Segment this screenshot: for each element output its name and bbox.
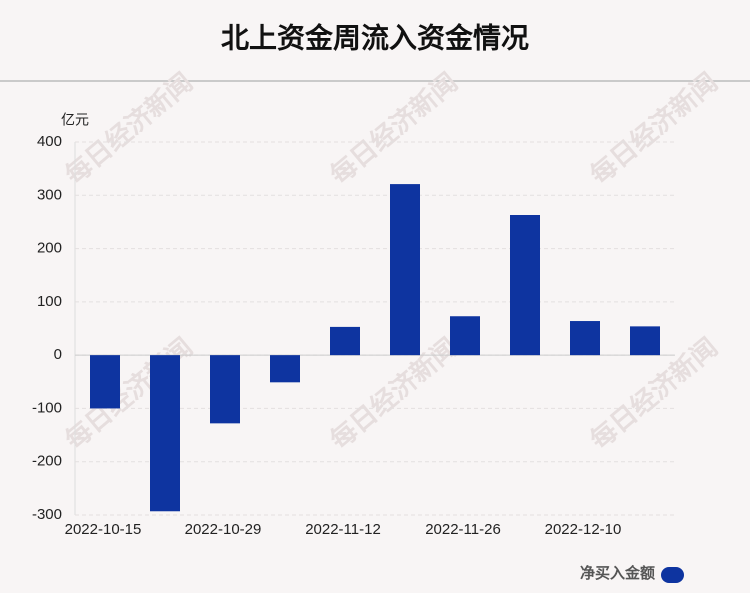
bar (210, 355, 240, 424)
x-tick-label: 2022-11-26 (425, 521, 501, 538)
y-tick-label: 0 (54, 346, 62, 363)
bar (510, 215, 540, 356)
bar (270, 355, 300, 383)
y-tick-label: 100 (37, 293, 62, 310)
chart-title: 北上资金周流入资金情况 (221, 21, 529, 53)
x-tick-label: 2022-10-15 (65, 521, 142, 538)
x-tick-label: 2022-10-29 (185, 521, 262, 538)
x-tick-label: 2022-11-12 (305, 521, 381, 538)
bar (90, 355, 120, 409)
bar (570, 321, 600, 356)
y-tick-label: -100 (32, 399, 62, 416)
y-tick-label: -200 (32, 453, 62, 470)
legend-label: 净买入金额 (580, 564, 655, 582)
y-tick-label: 200 (37, 240, 62, 257)
y-tick-label: -300 (32, 506, 62, 523)
x-tick-label: 2022-12-10 (545, 521, 622, 538)
bar (330, 326, 360, 356)
bar (450, 316, 480, 356)
legend-swatch (661, 567, 684, 583)
y-axis-unit: 亿元 (61, 112, 89, 128)
bar (390, 184, 420, 356)
bar (150, 355, 180, 512)
bar (630, 326, 660, 356)
y-tick-label: 400 (37, 133, 62, 150)
y-tick-label: 300 (37, 186, 62, 203)
